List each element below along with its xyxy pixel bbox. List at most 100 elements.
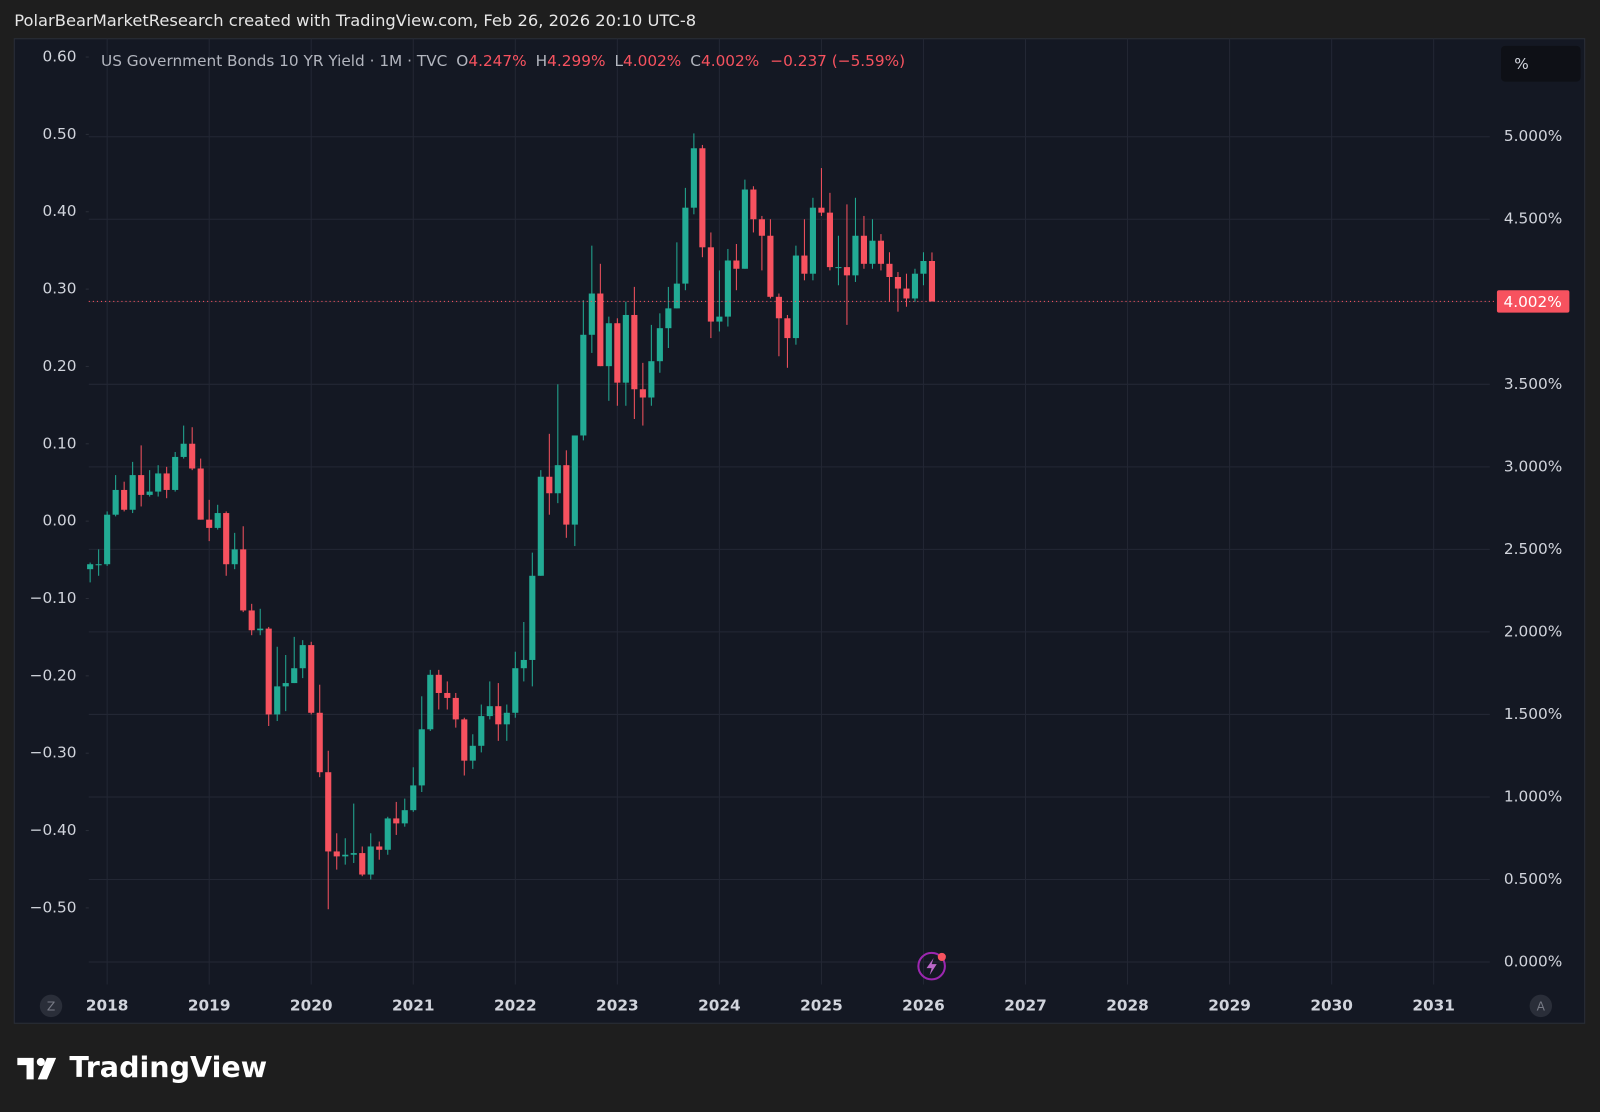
candle-body (350, 853, 357, 855)
candle-body (911, 273, 919, 299)
candle-body (172, 456, 179, 490)
y-tick-label: 1.000% (1504, 787, 1562, 805)
plot: 2018 2019 2020 2021 2022 2023 2024 2025 2026 2027… (30, 38, 1570, 1014)
y2-tick-label: −0.30 (30, 744, 77, 762)
legend-value: 4.002% (623, 52, 681, 70)
candle-body (597, 293, 604, 367)
legend-title: US Government Bonds 10 YR Yield · 1M · T… (101, 52, 447, 70)
x-tick-label: 2029 (1208, 996, 1251, 1014)
y2-tick-label: −0.40 (30, 821, 77, 839)
legend-change: −0.237 (−5.59%) (770, 52, 905, 70)
candle-body (656, 328, 663, 362)
candle-body (384, 818, 391, 850)
x-tick-label: 2021 (392, 996, 435, 1014)
chart-panel (13, 38, 1586, 1024)
auto-button[interactable] (1529, 994, 1553, 1018)
candle-body (614, 323, 621, 383)
last-price-box (1496, 290, 1570, 313)
x-tick-label: 2028 (1106, 996, 1149, 1014)
y-tick-label: 4.500% (1504, 210, 1562, 228)
brand-logo (17, 1057, 57, 1080)
candle-body (512, 668, 519, 713)
alert-icon[interactable] (917, 951, 946, 981)
y2-tick-label: −0.20 (30, 666, 77, 684)
scale-button[interactable] (1501, 45, 1581, 82)
candle-body (367, 846, 374, 875)
candle-body (767, 235, 774, 297)
candle-body (809, 207, 816, 274)
candle-body (155, 473, 162, 492)
candle-body (843, 267, 850, 276)
candle-body (894, 277, 902, 289)
candle-body (495, 706, 502, 725)
candle-body (333, 851, 340, 857)
candle-body (741, 189, 748, 269)
candle-body (112, 489, 119, 515)
legend: US Government Bonds 10 YR Yield · 1M · T… (101, 52, 905, 70)
x-tick-label: 2030 (1310, 996, 1353, 1014)
candle-body (699, 148, 706, 248)
candle-body (673, 283, 680, 309)
candle-body (180, 443, 187, 457)
candle-body (852, 235, 859, 276)
y2-tick-label: 0.40 (42, 202, 76, 220)
candle-body (877, 240, 885, 264)
candle-body (886, 263, 893, 278)
candle-body (231, 549, 238, 565)
legend-value: 4.002% (701, 52, 759, 70)
candle-body (265, 628, 272, 715)
candle-body (418, 729, 425, 786)
candle-body (240, 549, 247, 611)
scale-button-label[interactable]: % (1514, 55, 1529, 73)
candle-body (648, 361, 655, 398)
candle-body (376, 846, 383, 850)
candle-body (622, 314, 629, 383)
y-tick-label: 2.000% (1504, 622, 1562, 640)
y-tick-label: 1.500% (1504, 705, 1562, 723)
candle-body (274, 686, 281, 715)
y-tick-label: 0.000% (1504, 953, 1562, 971)
candle-body (860, 235, 868, 264)
candle-body (784, 318, 791, 339)
candle-body (665, 308, 672, 329)
x-tick-label: 2025 (800, 996, 843, 1014)
x-tick-label: 2026 (902, 996, 945, 1014)
y-tick-label: 3.500% (1504, 375, 1562, 393)
y2-tick-label: 0.00 (42, 512, 76, 530)
candle-body (299, 645, 306, 669)
candle-body (308, 645, 315, 713)
candle-body (129, 475, 136, 510)
header: PolarBearMarketResearch created with Tra… (14, 11, 696, 30)
legend-label: H (536, 52, 548, 70)
candle-body (503, 712, 510, 725)
candle-body (291, 668, 298, 684)
candle-body (537, 476, 544, 576)
y-tick-label: 0.500% (1504, 870, 1562, 888)
candle-body (631, 314, 638, 390)
candle-body (716, 316, 723, 322)
zoom-button[interactable] (39, 994, 63, 1018)
candle-body (605, 323, 612, 367)
x-tick-label: 2022 (494, 996, 537, 1014)
candle-body (87, 564, 94, 570)
legend-label: C (690, 52, 701, 70)
zoom-button-label[interactable]: Z (47, 999, 55, 1013)
x-tick-label: 2027 (1004, 996, 1047, 1014)
candle-body (724, 260, 731, 317)
candle-body (818, 207, 825, 213)
candle-body (206, 519, 213, 528)
candle-body (95, 564, 102, 566)
last-price-label: 4.002% (1503, 293, 1561, 311)
legend-value: 4.247% (468, 52, 526, 70)
candle-body (444, 692, 451, 698)
candle-body (282, 683, 289, 687)
auto-button-label[interactable]: A (1537, 999, 1546, 1013)
candle-body (316, 712, 323, 773)
candle-body (546, 476, 553, 494)
candle-body (359, 853, 366, 875)
candle-body (325, 772, 332, 852)
candle-body (478, 716, 485, 746)
candle-body (427, 674, 434, 730)
candle-body (928, 261, 936, 302)
